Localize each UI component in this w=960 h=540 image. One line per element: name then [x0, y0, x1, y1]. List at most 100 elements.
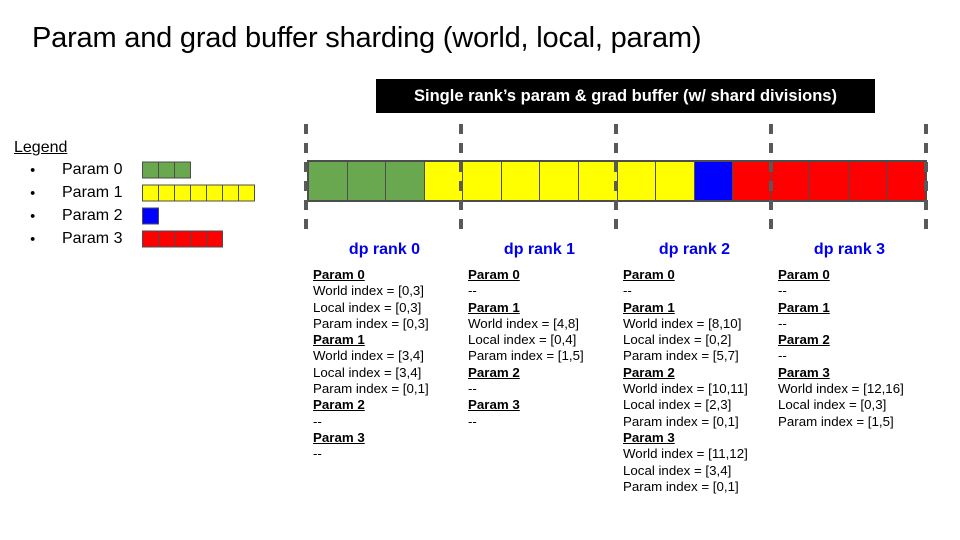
param-index-line: World index = [3,4] [313, 348, 424, 364]
legend-swatch [142, 230, 223, 248]
legend-heading: Legend [14, 139, 68, 156]
legend-swatch-cell [174, 230, 191, 248]
dp-rank-label: dp rank 0 [348, 241, 421, 258]
buffer-cell-param-3 [887, 162, 925, 200]
param-index-line: World index = [10,11] [623, 381, 748, 397]
legend-swatch-cell [206, 230, 223, 248]
param-index-line: Local index = [0,3] [778, 397, 887, 413]
param-header: Param 3 [623, 429, 675, 445]
legend-swatch-cell [142, 161, 159, 179]
legend: ● Param 0 ● Param 1 ● Param 2 ● Param 3 [0, 159, 300, 250]
legend-swatch-cell [142, 184, 159, 202]
legend-item: ● Param 3 [0, 227, 300, 250]
rank-detail-column: Param 0 -- Param 1 World index = [4,8] Local… [468, 267, 620, 430]
shard-divider [924, 124, 928, 238]
param-header: Param 0 [778, 267, 830, 282]
legend-swatch [142, 184, 255, 202]
legend-item-label: Param 0 [62, 161, 123, 179]
legend-swatch-cell [142, 207, 159, 225]
buffer-cell-param-1 [617, 162, 657, 200]
legend-swatch [142, 161, 191, 179]
param-index-line: World index = [0,3] [313, 283, 424, 299]
param-index-line: Param index = [1,5] [468, 348, 584, 364]
param-index-line: Param index = [0,1] [313, 381, 429, 397]
legend-item: ● Param 2 [0, 205, 300, 228]
buffer-cell-param-0 [347, 162, 387, 200]
param-header: Param 1 [468, 299, 520, 315]
buffer-cell-param-3 [733, 162, 772, 200]
param-header: Param 2 [468, 364, 520, 380]
buffer-cell-param-1 [656, 162, 695, 200]
rank-detail-column: Param 0 -- Param 1 World index = [8,10] Loca… [623, 267, 775, 495]
page-title: Param and grad buffer sharding (world, l… [32, 22, 702, 54]
param-header: Param 2 [313, 397, 365, 413]
param-index-line: -- [778, 348, 787, 364]
param-index-line: -- [468, 413, 477, 429]
shard-divider [769, 124, 773, 238]
param-index-line: World index = [8,10] [623, 315, 742, 331]
legend-swatch-cell [238, 184, 255, 202]
buffer-banner: Single rank’s param & grad buffer (w/ sh… [376, 79, 875, 113]
buffer-cell-param-2 [694, 162, 734, 200]
buffer-cell-param-0 [386, 162, 425, 200]
legend-swatch-cell [158, 230, 175, 248]
buffer-cell-param-1 [578, 162, 618, 200]
bullet-icon: ● [30, 233, 36, 244]
buffer-cell-param-3 [848, 162, 888, 200]
buffer-bar [307, 160, 927, 202]
param-index-line: Local index = [0,3] [313, 299, 422, 315]
param-index-line: Param index = [0,3] [313, 315, 429, 331]
param-index-line: Param index = [0,1] [623, 413, 739, 429]
param-index-line: Param index = [0,1] [623, 478, 739, 494]
legend-item: ● Param 1 [0, 182, 300, 205]
legend-item-label: Param 3 [62, 229, 123, 247]
shard-divider [459, 124, 463, 238]
param-index-line: World index = [4,8] [468, 315, 579, 331]
param-index-line: Local index = [3,4] [623, 462, 732, 478]
legend-item-label: Param 2 [62, 206, 123, 224]
param-header: Param 0 [623, 267, 675, 282]
dp-rank-label: dp rank 1 [503, 241, 576, 258]
param-index-line: Param index = [5,7] [623, 348, 739, 364]
buffer-cell-param-0 [309, 162, 348, 200]
bullet-icon: ● [30, 164, 36, 175]
legend-item-label: Param 1 [62, 184, 123, 202]
param-index-line: Local index = [3,4] [313, 364, 422, 380]
param-index-line: Local index = [2,3] [623, 397, 732, 413]
param-index-line: Local index = [0,4] [468, 332, 577, 348]
legend-swatch-cell [142, 230, 159, 248]
buffer-cell-param-3 [810, 162, 849, 200]
legend-swatch-cell [158, 161, 175, 179]
buffer-cell-param-1 [501, 162, 541, 200]
param-header: Param 1 [313, 332, 365, 348]
param-header: Param 3 [778, 364, 830, 380]
param-index-line: -- [468, 283, 477, 299]
legend-swatch-cell [174, 184, 191, 202]
shard-divider [614, 124, 618, 238]
dp-rank-label: dp rank 2 [658, 241, 731, 258]
param-index-line: -- [778, 283, 787, 299]
param-header: Param 0 [313, 267, 365, 282]
buffer-cell-param-3 [771, 162, 811, 200]
legend-swatch-cell [190, 230, 207, 248]
param-index-line: World index = [12,16] [778, 381, 904, 397]
dp-rank-label: dp rank 3 [813, 241, 886, 258]
param-header: Param 2 [623, 364, 675, 380]
param-index-line: World index = [11,12] [623, 446, 748, 462]
buffer-cell-param-1 [424, 162, 464, 200]
legend-swatch-cell [206, 184, 223, 202]
bullet-icon: ● [30, 210, 36, 221]
legend-swatch-cell [174, 161, 191, 179]
param-index-line: Param index = [1,5] [778, 413, 894, 429]
param-index-line: -- [313, 413, 322, 429]
param-header: Param 0 [468, 267, 520, 282]
legend-swatch [142, 207, 159, 225]
param-header: Param 2 [778, 332, 830, 348]
shard-divider [304, 124, 308, 238]
param-index-line: -- [778, 315, 787, 331]
param-index-line: -- [313, 446, 322, 462]
legend-swatch-cell [222, 184, 239, 202]
legend-item: ● Param 0 [0, 159, 300, 182]
param-index-line: -- [623, 283, 632, 299]
